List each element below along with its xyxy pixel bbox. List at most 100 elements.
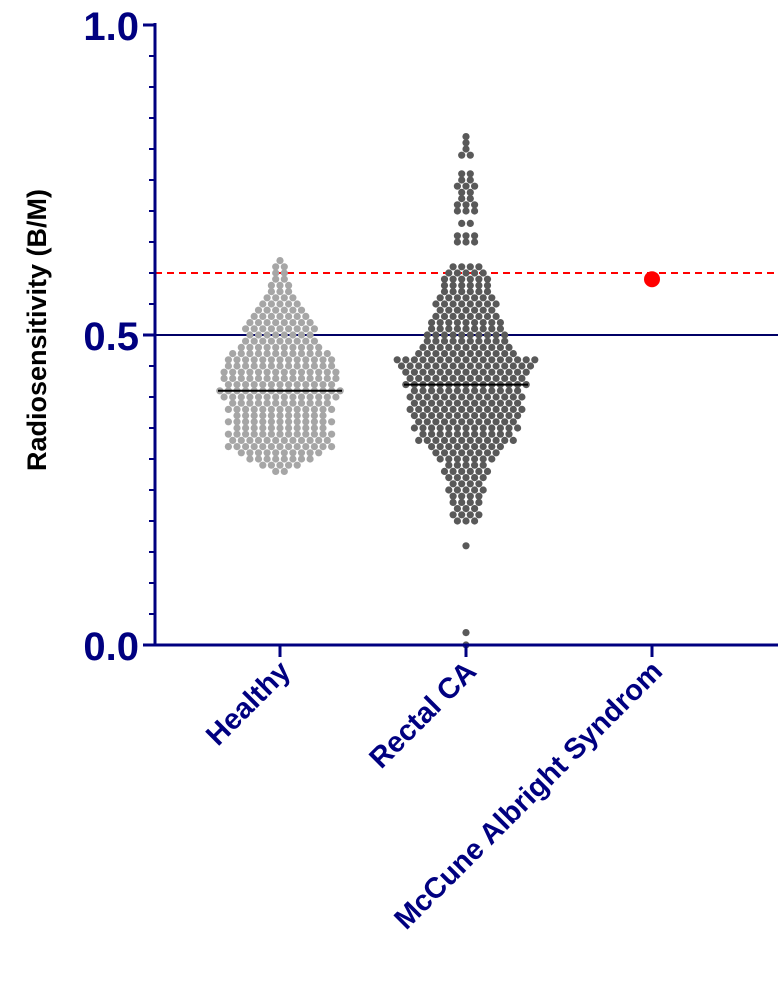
data-point: [263, 350, 271, 358]
data-point: [237, 350, 245, 358]
data-point: [458, 219, 466, 227]
data-point: [246, 343, 254, 351]
data-point: [428, 325, 436, 333]
data-point: [449, 281, 457, 289]
data-point: [246, 455, 254, 463]
data-point: [250, 381, 258, 389]
data-point: [297, 350, 306, 358]
data-point: [458, 374, 466, 382]
data-point: [466, 170, 474, 178]
data-point: [306, 455, 314, 463]
data-point: [428, 424, 436, 432]
data-point: [432, 362, 440, 370]
data-point: [328, 443, 336, 451]
data-point: [462, 145, 470, 153]
data-point: [471, 269, 479, 277]
data-point: [297, 306, 306, 314]
data-point: [488, 319, 496, 327]
data-point: [475, 300, 483, 308]
data-point: [483, 393, 492, 401]
data-point: [263, 319, 271, 327]
data-point: [453, 430, 461, 438]
data-point: [267, 418, 275, 426]
data-point: [285, 405, 293, 413]
data-point: [449, 449, 457, 457]
data-point: [250, 356, 258, 364]
data-point: [250, 337, 258, 345]
data-point: [453, 319, 461, 327]
data-point: [449, 362, 457, 370]
data-point: [259, 356, 267, 364]
data-point: [471, 387, 479, 395]
data-point: [246, 319, 254, 327]
data-point: [319, 418, 327, 426]
data-point: [479, 412, 487, 420]
data-point: [483, 281, 492, 289]
y-tick-label: 0.0: [83, 625, 139, 669]
data-point: [423, 337, 431, 345]
data-point: [445, 306, 453, 314]
data-point: [453, 269, 461, 277]
data-point: [402, 356, 410, 364]
data-point: [254, 331, 263, 339]
data-point: [246, 350, 254, 358]
data-point: [458, 492, 466, 500]
data-point: [453, 412, 461, 420]
data-point: [285, 300, 293, 308]
data-point: [453, 343, 461, 351]
data-point: [263, 455, 271, 463]
data-point: [310, 337, 318, 345]
data-point: [406, 405, 414, 413]
data-point: [509, 405, 517, 413]
data-point: [306, 331, 314, 339]
data-point: [332, 368, 340, 376]
data-point: [466, 467, 474, 475]
data-point: [445, 474, 453, 482]
data-point: [293, 412, 301, 420]
data-point: [263, 331, 271, 339]
data-point: [449, 374, 457, 382]
data-point: [302, 412, 310, 420]
data-point: [492, 418, 500, 426]
data-point: [432, 374, 440, 382]
data-point: [445, 356, 453, 364]
data-point: [483, 312, 492, 320]
data-point: [224, 362, 232, 370]
data-point: [315, 374, 323, 382]
data-point: [466, 288, 474, 296]
data-point: [272, 343, 280, 351]
data-point: [306, 374, 314, 382]
data-point: [306, 436, 314, 444]
data-point: [445, 269, 453, 277]
data-point: [488, 325, 496, 333]
data-point: [466, 188, 474, 196]
data-point: [259, 312, 267, 320]
data-point: [259, 430, 267, 438]
data-point: [289, 436, 297, 444]
data-point: [233, 443, 241, 451]
data-point: [259, 443, 267, 451]
data-point: [259, 300, 267, 308]
data-point: [259, 424, 267, 432]
data-point: [229, 374, 237, 382]
data-point: [432, 331, 440, 339]
data-point: [492, 362, 500, 370]
data-point: [462, 238, 470, 246]
data-point: [280, 436, 288, 444]
data-point: [518, 362, 526, 370]
data-point: [310, 362, 318, 370]
data-point: [233, 381, 241, 389]
data-point: [509, 393, 517, 401]
data-point: [453, 356, 461, 364]
data-point: [293, 430, 301, 438]
data-point: [496, 387, 504, 395]
data-point: [436, 455, 444, 463]
median-lines: [218, 383, 528, 392]
data-point: [297, 455, 306, 463]
data-point: [237, 393, 245, 401]
data-point: [328, 362, 336, 370]
data-point: [272, 331, 280, 339]
data-point: [302, 430, 310, 438]
data-point: [242, 325, 250, 333]
